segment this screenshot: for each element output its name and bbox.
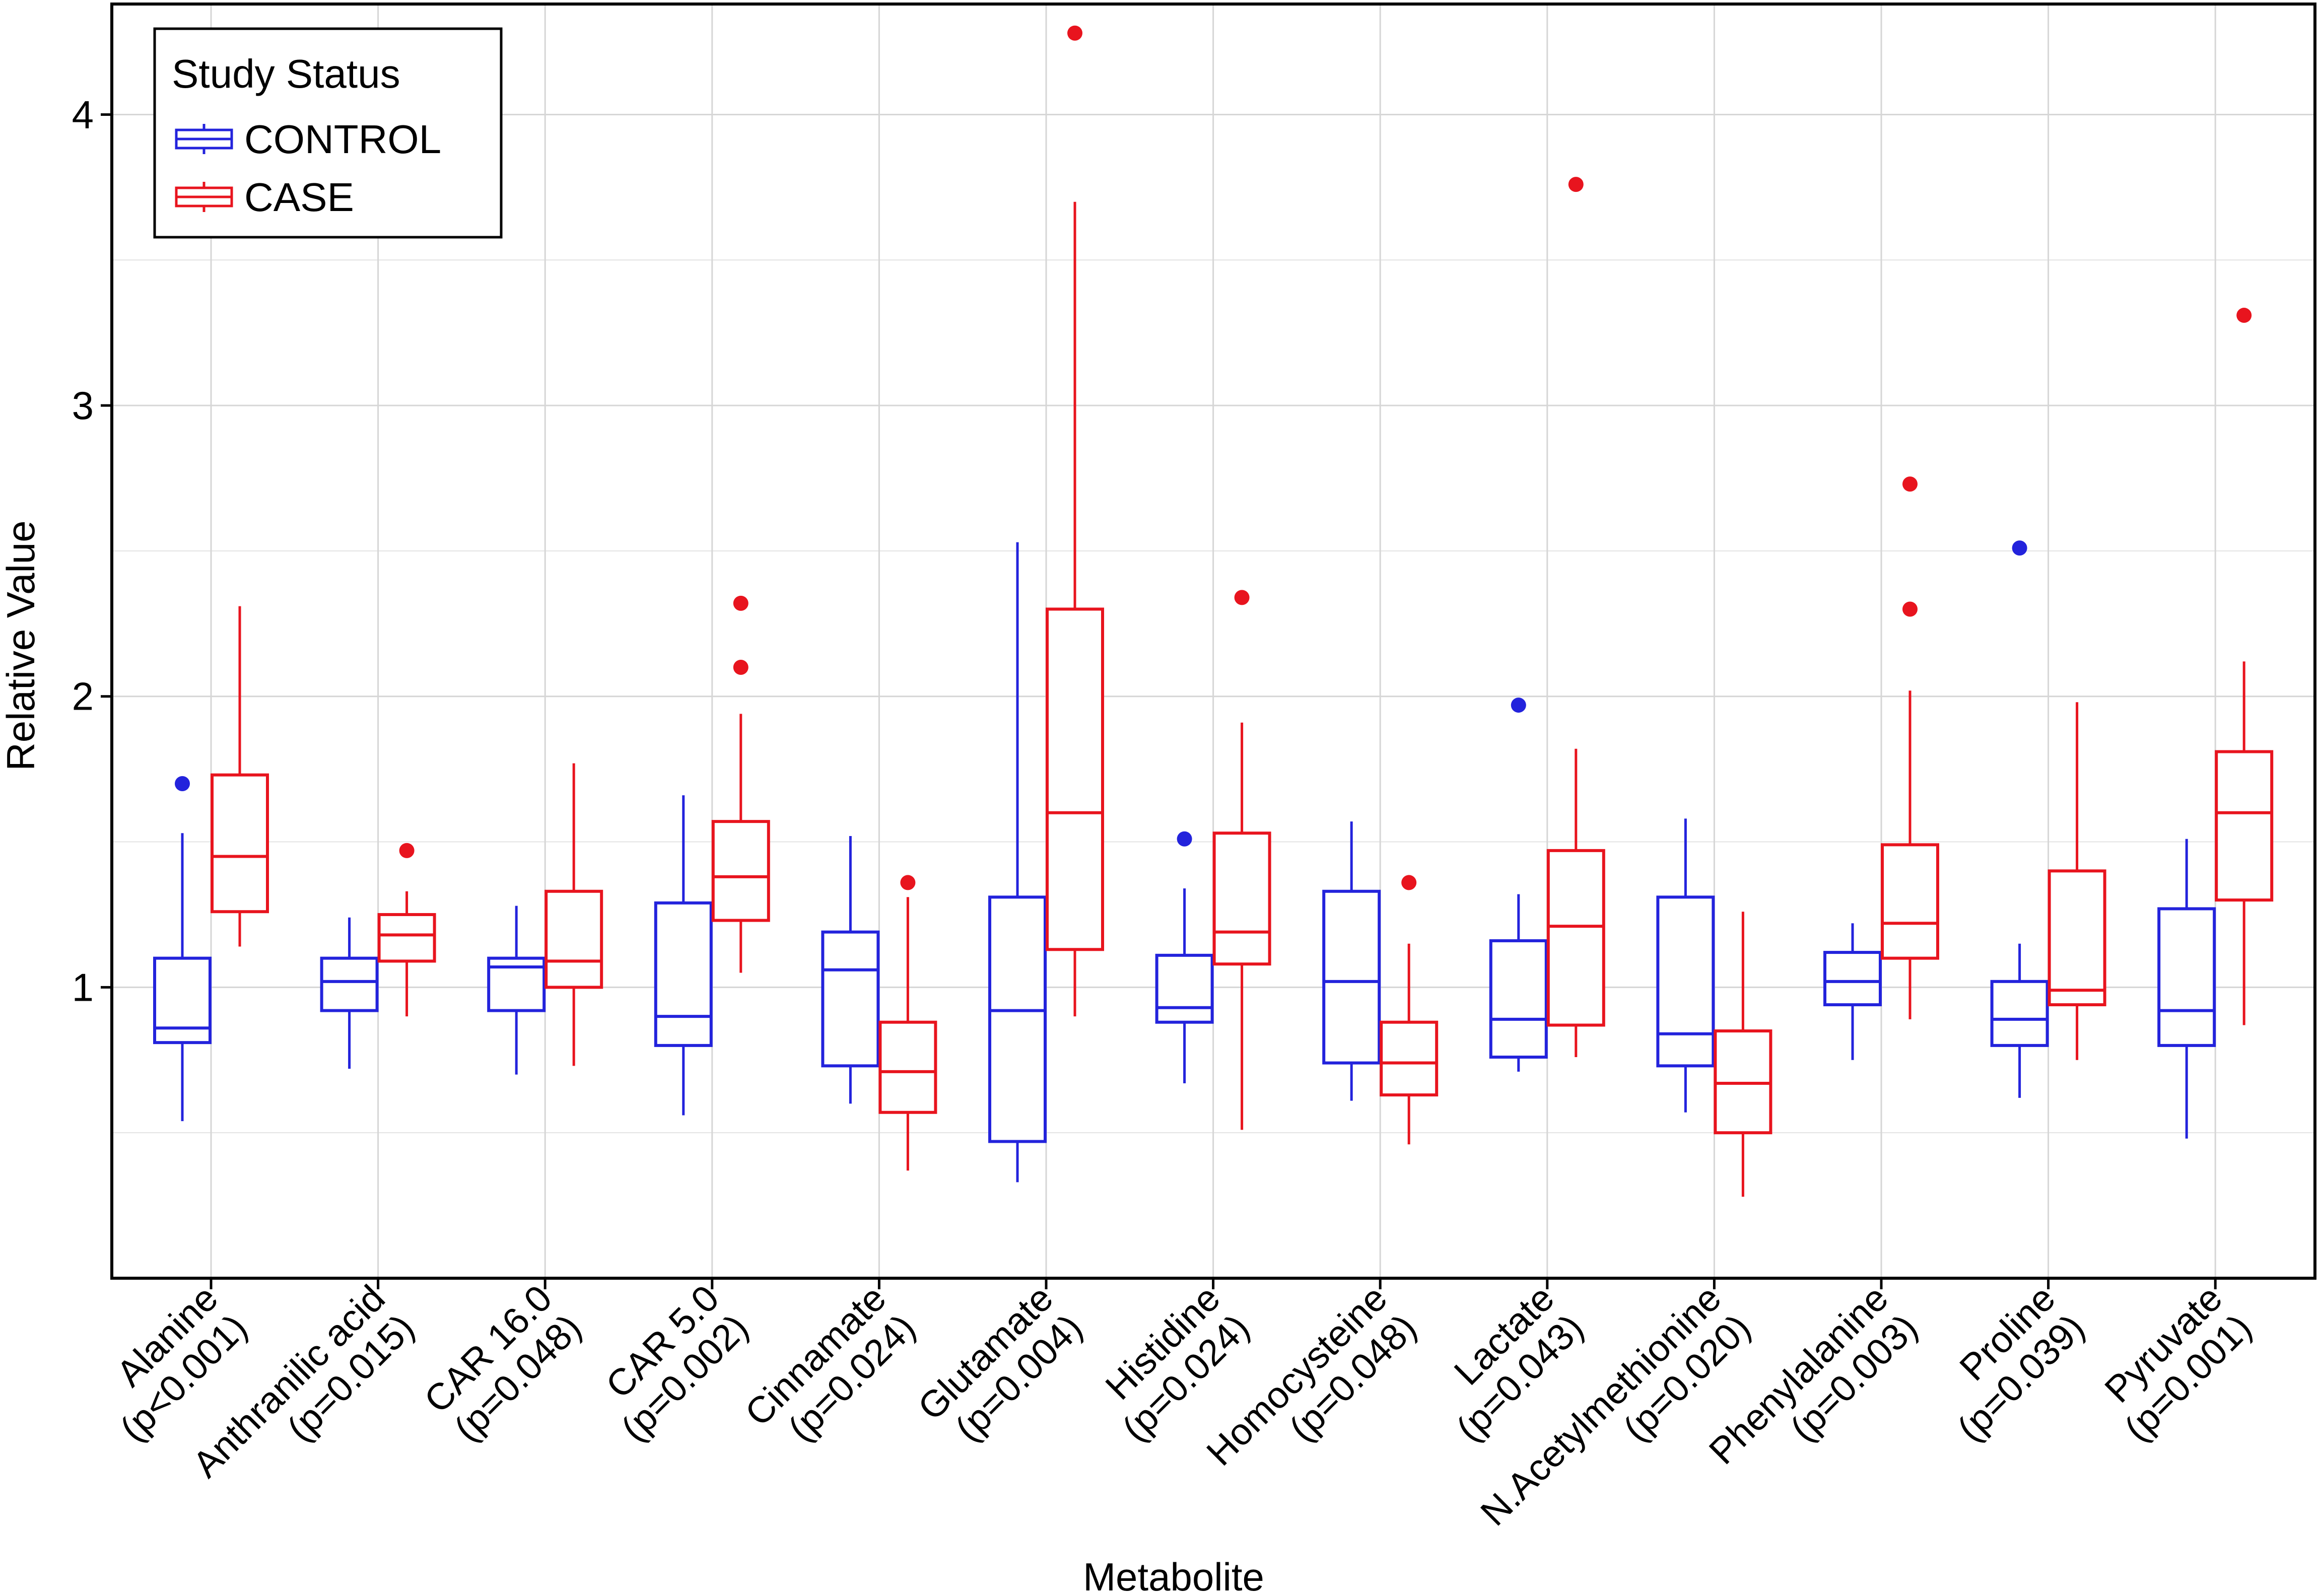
box-iqr (1155, 953, 1214, 1024)
box-iqr (1212, 831, 1271, 966)
y-axis-title: Relative Value (0, 520, 43, 771)
box-iqr (1823, 951, 1882, 1007)
series-control (153, 540, 2216, 1183)
box-control-2 (320, 917, 379, 1069)
outlier-point (399, 843, 415, 858)
y-tick-label: 4 (72, 92, 94, 136)
box-iqr (2215, 750, 2274, 902)
outlier-point (175, 776, 190, 792)
box-control-6 (988, 542, 1047, 1183)
box-iqr (377, 913, 436, 963)
box-case-4 (711, 595, 770, 973)
box-control-12 (1990, 540, 2049, 1098)
box-iqr (2048, 869, 2106, 1007)
box-control-3 (487, 906, 546, 1075)
box-control-1 (153, 776, 212, 1122)
box-iqr (320, 956, 379, 1012)
box-iqr (988, 895, 1047, 1143)
legend-entry-label: CONTROL (244, 117, 441, 162)
x-axis-title: Metabolite (1083, 1555, 1264, 1596)
box-case-3 (544, 763, 603, 1066)
box-case-6 (1046, 25, 1104, 1017)
outlier-point (1067, 25, 1082, 41)
outlier-point (900, 875, 916, 890)
box-iqr (153, 956, 212, 1045)
outlier-point (733, 659, 748, 675)
y-tick-label: 1 (72, 965, 94, 1009)
box-control-4 (654, 795, 713, 1116)
box-control-7 (1155, 831, 1214, 1083)
box-control-10 (1656, 818, 1715, 1113)
outlier-point (1902, 601, 1918, 617)
box-case-8 (1380, 875, 1439, 1145)
legend-entry-control: CONTROL (175, 117, 441, 162)
box-control-11 (1823, 923, 1882, 1060)
box-iqr (1489, 939, 1548, 1059)
box-iqr (1990, 980, 2049, 1047)
box-iqr (211, 773, 269, 914)
outlier-point (733, 595, 748, 611)
box-case-13 (2215, 308, 2274, 1025)
box-iqr (1380, 1020, 1439, 1097)
box-iqr (544, 889, 603, 989)
box-case-1 (211, 606, 269, 947)
box-iqr (654, 901, 713, 1047)
outlier-point (1902, 476, 1918, 492)
box-iqr (878, 1020, 937, 1114)
outlier-point (1234, 590, 1250, 605)
box-case-2 (377, 843, 436, 1017)
outlier-point (2236, 308, 2252, 323)
boxes-layer (153, 25, 2274, 1197)
box-case-10 (1714, 912, 1772, 1197)
box-iqr (1881, 843, 1939, 960)
box-iqr (1656, 895, 1715, 1068)
box-control-9 (1489, 698, 1548, 1072)
legend-entry-case: CASE (175, 175, 354, 220)
box-iqr (2157, 907, 2216, 1047)
box-case-12 (2048, 702, 2106, 1060)
legend-title: Study Status (172, 51, 400, 96)
box-case-5 (878, 875, 937, 1171)
outlier-point (1568, 177, 1584, 192)
box-control-13 (2157, 839, 2216, 1139)
box-iqr (711, 820, 770, 922)
outlier-point (1401, 875, 1417, 890)
legend-entries: CONTROL CASE (175, 117, 441, 220)
box-case-7 (1212, 590, 1271, 1130)
box-case-9 (1546, 177, 1605, 1058)
box-iqr (821, 930, 880, 1068)
box-iqr (1046, 607, 1104, 951)
y-axis: 1 2 3 4 (72, 92, 112, 1009)
outlier-point (1177, 831, 1192, 847)
outlier-point (1511, 698, 1526, 713)
legend: Study Status CONTROL CASE (153, 27, 503, 239)
box-iqr (1322, 889, 1381, 1065)
box-iqr (1546, 849, 1605, 1027)
series-case (211, 25, 2274, 1197)
y-tick-label: 2 (72, 674, 94, 719)
outlier-point (2012, 540, 2027, 556)
y-tick-label: 3 (72, 383, 94, 428)
box-control-5 (821, 836, 880, 1104)
box-control-8 (1322, 821, 1381, 1101)
legend-entry-label: CASE (244, 175, 354, 220)
box-case-11 (1881, 476, 1939, 1019)
